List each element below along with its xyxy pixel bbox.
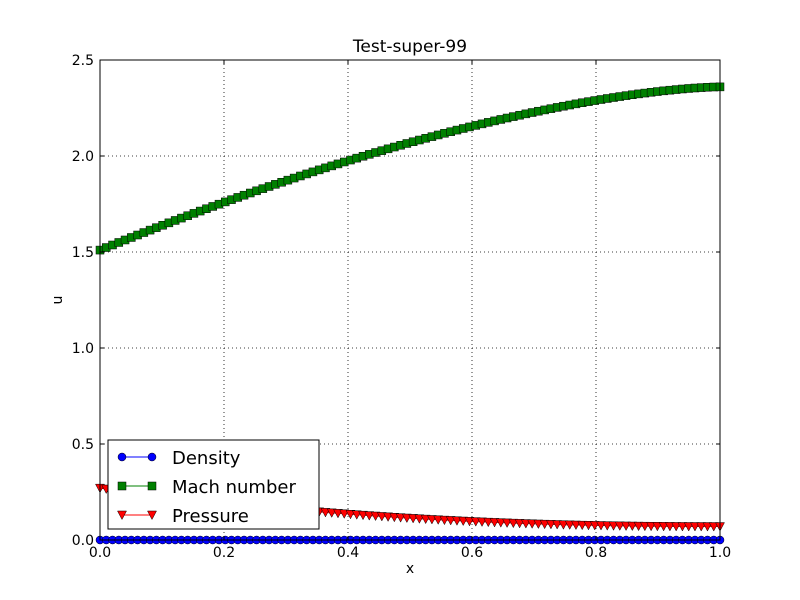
data-point [639, 521, 650, 532]
data-point [571, 520, 581, 531]
data-point [608, 521, 619, 531]
data-point [658, 522, 669, 532]
data-point [458, 516, 469, 527]
data-point [514, 519, 525, 529]
data-point [671, 522, 682, 532]
legend-marker-end [147, 481, 157, 491]
plot-frame [99, 59, 721, 541]
data-point [533, 519, 544, 530]
legend-marker-start [117, 452, 127, 462]
data-point [589, 521, 600, 531]
y-tick-label: 1.0 [72, 341, 94, 357]
series-mach-number [95, 82, 725, 255]
data-point [564, 520, 575, 530]
data-point [508, 518, 519, 529]
data-point [408, 514, 419, 524]
data-point [539, 519, 550, 530]
data-point [358, 510, 368, 521]
data-point [427, 515, 437, 525]
legend: Density Mach number Pressure [107, 439, 320, 530]
data-point [602, 521, 613, 531]
data-point [596, 521, 606, 531]
data-point [690, 522, 700, 532]
data-point [552, 520, 563, 530]
data-point [477, 517, 487, 527]
data-point [376, 512, 387, 522]
legend-marker-start [117, 510, 127, 521]
data-point [627, 521, 638, 532]
data-point [389, 512, 400, 523]
data-point [414, 514, 425, 524]
data-point [677, 522, 688, 532]
data-point [452, 516, 462, 526]
data-point [527, 519, 538, 529]
data-point [520, 519, 531, 529]
data-point [646, 522, 657, 532]
x-axis-label: x [406, 561, 414, 577]
legend-marker-end [147, 510, 157, 521]
y-tick-label: 0.5 [72, 437, 94, 453]
legend-box [107, 439, 320, 530]
data-point [320, 508, 331, 518]
data-point [664, 522, 675, 532]
data-point [502, 518, 512, 528]
x-tick-label: 0.8 [585, 545, 607, 561]
data-point [339, 509, 350, 519]
data-point [633, 521, 644, 532]
data-point [489, 518, 500, 528]
data-point [326, 508, 337, 518]
data-point [621, 521, 631, 531]
data-point [351, 510, 362, 520]
y-axis-label: u [50, 296, 66, 305]
x-tick-label: 0.0 [89, 545, 111, 561]
data-point [558, 520, 569, 530]
data-point [483, 517, 494, 528]
data-point [702, 522, 713, 532]
series-layer [95, 82, 725, 545]
data-point [364, 511, 375, 521]
data-point [495, 518, 506, 528]
x-tick-label: 0.2 [213, 545, 235, 561]
y-tick-label: 0.0 [72, 533, 94, 549]
legend-marker-end [147, 452, 157, 462]
data-point [708, 522, 719, 532]
data-point [470, 517, 481, 527]
chart-title: Test-super-99 [352, 37, 467, 57]
data-point [577, 520, 588, 531]
data-point [370, 511, 381, 522]
legend-label: Mach number [172, 477, 296, 498]
ticks: 0.0 0.2 0.4 0.6 0.8 1.0 0.0 0.5 1.0 1.5 2.0 2.5 [72, 53, 731, 561]
x-tick-label: 0.4 [337, 545, 359, 561]
y-tick-label: 2.5 [72, 53, 94, 69]
x-tick-label: 1.0 [709, 545, 731, 561]
data-point [545, 520, 556, 530]
data-point [445, 516, 456, 526]
y-tick-label: 2.0 [72, 149, 94, 165]
data-point [439, 515, 450, 526]
data-point [383, 512, 393, 522]
data-point [420, 514, 431, 525]
data-point [464, 517, 475, 527]
x-tick-label: 0.6 [461, 545, 483, 561]
legend-label: Pressure [172, 506, 249, 527]
grid [100, 60, 720, 540]
data-point [683, 522, 694, 532]
data-point [401, 513, 412, 524]
data-point [614, 521, 625, 531]
data-point [696, 522, 707, 532]
data-point [333, 509, 343, 519]
data-point [652, 522, 663, 532]
data-point [345, 510, 356, 520]
data-point [583, 521, 594, 531]
data-point [395, 513, 406, 523]
data-point [433, 515, 444, 525]
legend-marker-start [117, 481, 127, 491]
y-tick-label: 1.5 [72, 245, 94, 261]
legend-label: Density [172, 448, 241, 469]
